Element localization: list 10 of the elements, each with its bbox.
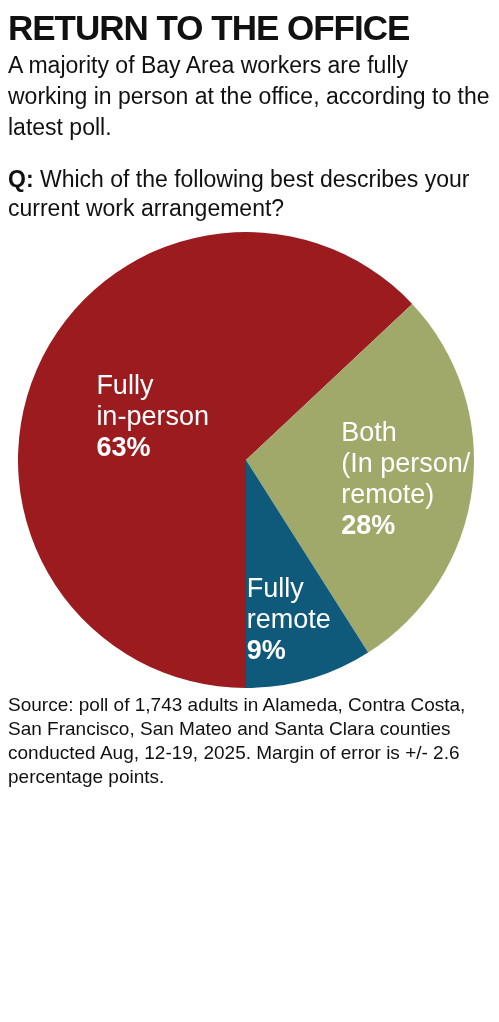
data-label: 63% — [96, 431, 151, 462]
data-label: 9% — [246, 634, 286, 665]
slice-label: Both (In person/ remote) — [341, 417, 471, 510]
data-label: 28% — [341, 510, 396, 541]
slice-label: Fully in-person — [96, 369, 209, 431]
slice-label: Fully remote — [246, 572, 331, 634]
source-note: Source: poll of 1,743 adults in Alameda, Contra Costa, San Francisco, San Mateo and Santa Clara counties conducted Aug, 12-19, 2025. Margin of error is +/- 2.6 percentage points. — [8, 693, 467, 789]
chart-title: RETURN TO THE OFFICE — [8, 8, 411, 48]
text: Q: Which of the following best describes your current work arrangement? — [8, 165, 471, 223]
chart-subtitle: A majority of Bay Area workers are fully working in person at the office, according to the latest poll. — [8, 51, 491, 142]
